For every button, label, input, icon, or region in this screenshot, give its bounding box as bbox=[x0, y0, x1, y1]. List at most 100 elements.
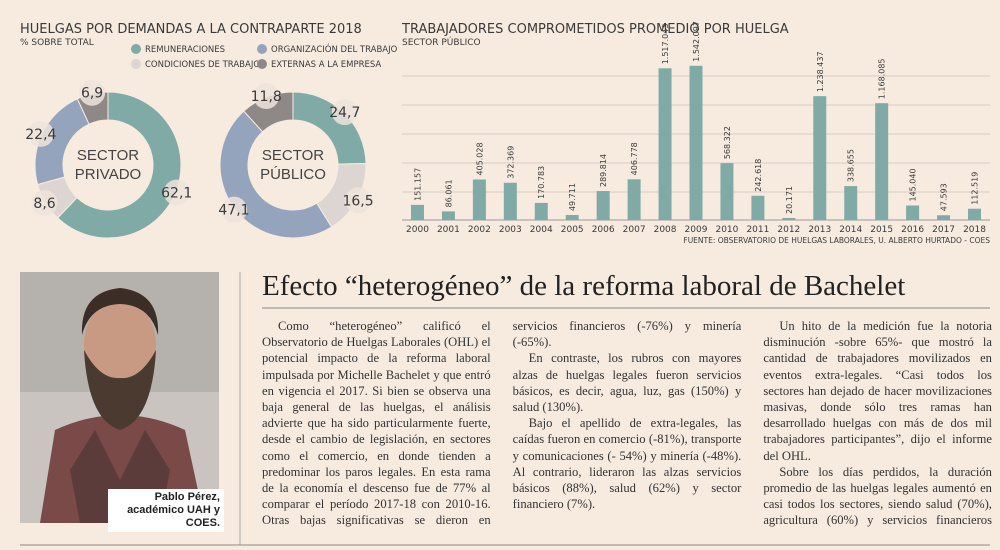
bar bbox=[627, 179, 641, 220]
bar-value-label: 1.542.097 bbox=[692, 21, 701, 62]
x-tick-label: 2008 bbox=[654, 225, 677, 235]
value-label-bg bbox=[345, 187, 372, 214]
bar-title: TRABAJADORES COMPROMETIDOS PROMEDIO POR … bbox=[401, 22, 789, 37]
bar bbox=[596, 191, 610, 220]
bar-value-label: 170.783 bbox=[537, 166, 546, 199]
bar bbox=[472, 179, 486, 220]
x-tick-label: 2016 bbox=[901, 225, 924, 235]
paragraph: Bajo el apellido de extra-legales, las c… bbox=[512, 416, 742, 512]
bar bbox=[844, 186, 858, 220]
source: FUENTE: OBSERVATORIO DE HUELGAS LABORALE… bbox=[683, 236, 990, 245]
paragraph: Un hito de la medición fue la notoria di… bbox=[763, 319, 992, 463]
bar bbox=[441, 211, 455, 220]
bar-value-label: 20.171 bbox=[785, 186, 794, 214]
value-label: 62,1 bbox=[161, 185, 192, 201]
bar-value-label: 1.517.043 bbox=[661, 24, 670, 65]
paragraph: Como “heterogéneo” calificó el Observato… bbox=[262, 319, 742, 528]
bar bbox=[658, 68, 672, 220]
x-tick-label: 2007 bbox=[623, 225, 646, 235]
legend-swatch bbox=[131, 59, 141, 69]
value-label-bg bbox=[221, 196, 248, 223]
value-label: 22,4 bbox=[25, 127, 56, 143]
value-label-bg bbox=[31, 190, 58, 217]
bar bbox=[968, 208, 982, 220]
paragraph: En contraste, los rubros con mayores alz… bbox=[512, 351, 742, 415]
x-tick-label: 2006 bbox=[592, 225, 615, 235]
bar bbox=[751, 195, 765, 220]
legend-swatch bbox=[257, 59, 267, 69]
x-tick-label: 2015 bbox=[870, 225, 893, 235]
bar-subtitle: SECTOR PÚBLICO bbox=[402, 36, 481, 48]
bar bbox=[813, 96, 827, 220]
value-label-bg bbox=[79, 79, 106, 106]
bar-value-label: 289.814 bbox=[599, 154, 608, 187]
bar bbox=[410, 204, 424, 220]
value-label: 24,7 bbox=[329, 105, 360, 121]
x-tick-label: 2014 bbox=[839, 225, 862, 235]
x-tick-label: 2004 bbox=[530, 225, 553, 235]
legend-label: ORGANIZACIÓN DEL TRABAJO bbox=[271, 43, 398, 55]
photo-caption: Pablo Pérez, académico UAH y COES. bbox=[108, 489, 224, 532]
article-body: Como “heterogéneo” calificó el Observato… bbox=[262, 318, 992, 533]
donut-center-label: SECTOR PRIVADO bbox=[74, 147, 142, 183]
bar-value-label: 49.711 bbox=[568, 183, 577, 211]
bar-value-label: 568.322 bbox=[723, 126, 732, 159]
bar-value-label: 86.061 bbox=[444, 179, 453, 207]
value-label-bg bbox=[27, 120, 54, 147]
value-label: 8,6 bbox=[33, 196, 55, 212]
bar-value-label: 406.778 bbox=[630, 142, 639, 175]
donut-subtitle: % SOBRE TOTAL bbox=[20, 38, 94, 48]
x-tick-label: 2005 bbox=[561, 225, 584, 235]
bar bbox=[720, 163, 734, 220]
headline: Efecto “heterogéneo” de la reforma labor… bbox=[262, 270, 906, 302]
bar bbox=[503, 182, 517, 220]
value-label: 11,8 bbox=[251, 89, 282, 105]
bar bbox=[565, 215, 579, 220]
value-label: 6,9 bbox=[81, 86, 103, 102]
legend-label: EXTERNAS A LA EMPRESA bbox=[271, 60, 381, 70]
x-tick-label: 2002 bbox=[468, 225, 491, 235]
bar bbox=[689, 65, 703, 220]
legend-swatch bbox=[257, 44, 267, 54]
photo bbox=[20, 272, 219, 523]
value-label-bg bbox=[331, 99, 358, 126]
x-tick-label: 2013 bbox=[808, 225, 831, 235]
bar-value-label: 145.040 bbox=[909, 168, 918, 201]
x-tick-label: 2003 bbox=[499, 225, 522, 235]
value-label: 47,1 bbox=[218, 203, 249, 219]
bar-value-label: 47.593 bbox=[940, 183, 949, 211]
bar-value-label: 1.168.085 bbox=[878, 58, 887, 99]
donut-segment bbox=[56, 91, 182, 239]
bar-value-label: 242.618 bbox=[754, 159, 763, 192]
legend-label: CONDICIONES DE TRABAJO bbox=[145, 60, 260, 70]
legend-label: REMUNERACIONES bbox=[145, 45, 225, 55]
x-tick-label: 2001 bbox=[437, 225, 460, 235]
x-tick-label: 2018 bbox=[963, 225, 986, 235]
donut-segment bbox=[219, 110, 333, 239]
bar bbox=[534, 202, 548, 220]
x-tick-label: 2010 bbox=[715, 225, 738, 235]
bar-value-label: 405.028 bbox=[475, 142, 484, 175]
value-label-bg bbox=[163, 179, 190, 206]
value-label: 16,5 bbox=[342, 193, 373, 209]
bar bbox=[906, 205, 920, 220]
paragraph: Sobre los días perdidos, la duración pro… bbox=[763, 464, 992, 528]
x-tick-label: 2000 bbox=[406, 225, 429, 235]
bar bbox=[782, 217, 796, 220]
donut-title: HUELGAS POR DEMANDAS A LA CONTRAPARTE 20… bbox=[20, 22, 362, 37]
bar-value-label: 151.157 bbox=[413, 168, 422, 201]
bar-value-label: 1.238.437 bbox=[816, 51, 825, 92]
x-tick-label: 2012 bbox=[777, 225, 800, 235]
donut-center-label: SECTOR PÚBLICO bbox=[260, 147, 326, 183]
legend-swatch bbox=[131, 44, 141, 54]
x-tick-label: 2011 bbox=[746, 225, 769, 235]
bar bbox=[937, 215, 951, 220]
bar-value-label: 372.369 bbox=[506, 146, 515, 179]
value-label-bg bbox=[253, 83, 280, 110]
x-tick-label: 2009 bbox=[685, 225, 708, 235]
x-tick-label: 2017 bbox=[932, 225, 955, 235]
bar-value-label: 338.655 bbox=[847, 149, 856, 182]
bar bbox=[875, 103, 889, 220]
